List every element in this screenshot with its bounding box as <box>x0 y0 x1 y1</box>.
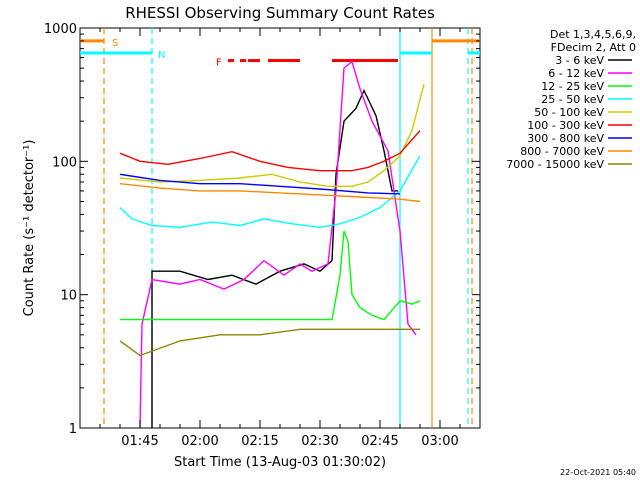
x-tick-label: 03:00 <box>421 434 458 449</box>
x-tick-label: 02:30 <box>301 434 338 449</box>
x-tick-label: 01:45 <box>121 434 158 449</box>
legend-entry-label: 12 - 25 keV <box>541 80 604 93</box>
flag-label-f: F <box>216 58 222 69</box>
x-tick-label: 02:45 <box>361 434 398 449</box>
y-axis-ticks: 1 10 100 1000 <box>44 22 480 437</box>
footer-date: 22-Oct-2021 05:40 <box>560 468 636 477</box>
flag-label-s: S <box>112 38 118 49</box>
series-line-100-300 <box>119 130 421 172</box>
chart-title: RHESSI Observing Summary Count Rates <box>125 4 435 22</box>
series-line-6-12 <box>139 60 417 429</box>
y-tick-label: 1 <box>69 422 77 437</box>
y-tick-label: 10 <box>60 289 77 304</box>
x-tick-label: 02:00 <box>181 434 218 449</box>
y-tick-label: 1000 <box>44 22 77 37</box>
flag-label-n: N <box>158 50 165 61</box>
flag-bars: S N F <box>80 38 480 69</box>
legend-header: Det 1,3,4,5,6,9, <box>550 28 636 41</box>
legend: Det 1,3,4,5,6,9,FDecim 2, Att 03 - 6 keV… <box>506 28 636 171</box>
legend-entry-label: 800 - 7000 keV <box>520 145 604 158</box>
legend-header: FDecim 2, Att 0 <box>551 41 636 54</box>
legend-entry-label: 25 - 50 keV <box>541 93 604 106</box>
series-line-25-50 <box>119 155 421 229</box>
series-line-7000-15000 <box>119 328 420 357</box>
y-axis-label: Count Rate (s⁻¹ detector⁻¹) <box>22 140 37 317</box>
x-axis-ticks: 01:45 02:00 02:15 02:30 02:45 03:00 <box>79 28 481 449</box>
series-line-12-25 <box>120 230 421 321</box>
y-tick-label: 100 <box>52 155 77 170</box>
series-lines <box>119 60 425 429</box>
legend-entry-label: 100 - 300 keV <box>527 119 604 132</box>
legend-entry-label: 3 - 6 keV <box>555 54 604 67</box>
series-line-300-800 <box>119 173 401 195</box>
x-axis-label: Start Time (13-Aug-03 01:30:02) <box>174 455 386 470</box>
series-line-3-6 <box>151 88 398 428</box>
x-tick-label: 02:15 <box>241 434 278 449</box>
legend-entry-label: 6 - 12 keV <box>548 67 604 80</box>
legend-entry-label: 50 - 100 keV <box>534 106 604 119</box>
legend-entry-label: 7000 - 15000 keV <box>506 158 604 171</box>
legend-entry-label: 300 - 800 keV <box>527 132 604 145</box>
series-line-800-7000 <box>119 183 421 203</box>
series-line-50-100 <box>119 83 425 188</box>
